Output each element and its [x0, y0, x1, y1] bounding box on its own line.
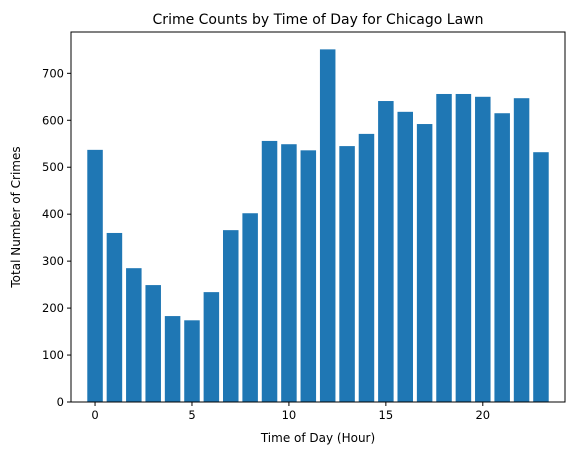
- x-tick-label-15: 15: [379, 408, 394, 422]
- x-tick-label-0: 0: [91, 408, 98, 422]
- bar-hour-14: [358, 133, 375, 402]
- bar-hour-21: [494, 113, 510, 403]
- y-axis-label: Total Number of Crimes: [9, 146, 23, 288]
- y-axis-ticks: 0 100 200 300 400 500 600 700: [42, 66, 71, 409]
- bar-hour-23: [533, 152, 549, 402]
- x-axis-label: Time of Day (Hour): [260, 431, 375, 445]
- x-tick-label-20: 20: [475, 408, 490, 422]
- bar-hour-19: [455, 93, 472, 402]
- bar-hour-7: [223, 230, 239, 402]
- bar-hour-5: [184, 320, 200, 402]
- y-tick-label-0: 0: [57, 395, 64, 409]
- bar-hour-17: [416, 124, 433, 402]
- chart-title: Crime Counts by Time of Day for Chicago …: [153, 12, 484, 28]
- y-tick-label-500: 500: [42, 160, 64, 174]
- y-tick-label-300: 300: [42, 254, 64, 268]
- y-tick-label-700: 700: [42, 66, 64, 80]
- bar-hour-9: [261, 140, 278, 402]
- bar-hour-18: [436, 93, 452, 402]
- bar-hour-10: [281, 144, 297, 402]
- bar-hour-12: [319, 49, 336, 402]
- bar-hour-8: [242, 213, 258, 402]
- x-tick-label-5: 5: [188, 408, 195, 422]
- bar-hour-3: [145, 285, 161, 402]
- plot-frame: [70, 31, 566, 403]
- y-tick-label-200: 200: [42, 301, 64, 315]
- bar-hour-20: [475, 96, 491, 403]
- bar-hour-16: [397, 111, 413, 403]
- y-tick-label-400: 400: [42, 207, 64, 221]
- bar-hour-13: [339, 146, 355, 402]
- bar-hour-2: [126, 268, 142, 402]
- bar-hour-6: [203, 292, 220, 402]
- x-axis-ticks: 0 5 10 15 20: [91, 402, 490, 422]
- bar-hour-15: [378, 101, 394, 403]
- bars-group: [87, 49, 549, 403]
- x-tick-label-10: 10: [282, 408, 297, 422]
- bar-hour-4: [164, 316, 181, 402]
- y-tick-label-600: 600: [42, 113, 64, 127]
- y-tick-label-100: 100: [42, 348, 64, 362]
- bar-hour-0: [87, 149, 103, 402]
- bar-hour-1: [106, 232, 123, 402]
- bar-hour-11: [300, 150, 317, 402]
- bar-hour-22: [513, 98, 530, 403]
